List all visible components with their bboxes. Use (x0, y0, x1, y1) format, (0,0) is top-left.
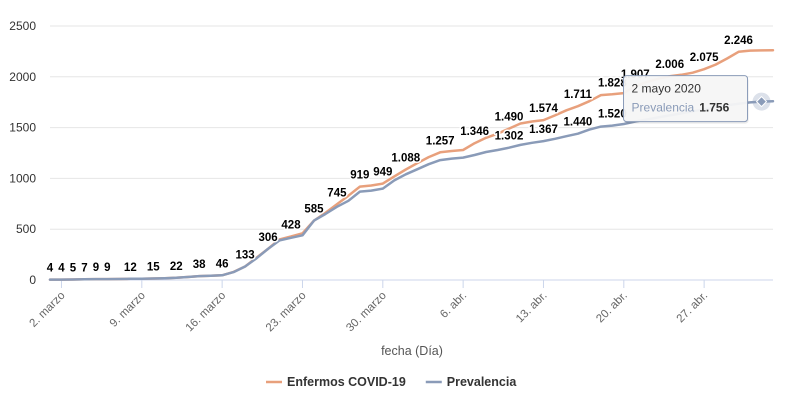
data-label: 5 (70, 262, 77, 274)
x-tick-label: 13. abr. (514, 290, 550, 326)
data-label: 133 (236, 249, 255, 261)
data-label: 12 (124, 262, 137, 274)
x-axis-title: fecha (Día) (381, 344, 443, 358)
data-label: 22 (170, 261, 183, 273)
y-tick-label: 2000 (9, 70, 36, 84)
legend-item-enfermos[interactable]: Enfermos COVID-19 (266, 375, 406, 389)
data-label: 1.520 (598, 109, 627, 121)
data-label: 9 (104, 262, 110, 274)
data-label: 1.574 (529, 103, 558, 115)
data-label: 1.257 (426, 135, 455, 147)
x-axis: 2. marzo 9. marzo 16. marzo 23. marzo 30. ma… (27, 280, 710, 334)
data-label: 1.711 (564, 89, 593, 101)
data-label: 38 (193, 259, 206, 271)
data-label: 919 (350, 170, 369, 182)
x-tick-label: 2. marzo (27, 290, 67, 330)
data-label: 585 (304, 204, 324, 216)
legend-label: Prevalencia (447, 375, 518, 389)
data-label: 949 (373, 167, 392, 179)
data-label: 2.075 (690, 52, 719, 64)
data-label: 306 (258, 232, 277, 244)
legend-item-prevalencia[interactable]: Prevalencia (425, 375, 518, 389)
data-label: 745 (327, 187, 347, 199)
x-tick-label: 9. marzo (108, 290, 148, 330)
tooltip-value: 1.756 (699, 101, 729, 115)
x-tick-label: 6. abr. (438, 290, 469, 321)
gridlines (50, 25, 773, 281)
data-label: 1.367 (529, 124, 558, 136)
legend-label: Enfermos COVID-19 (287, 375, 406, 389)
hover-marker (755, 95, 768, 108)
tooltip-box (623, 75, 749, 123)
data-label: 428 (281, 220, 301, 232)
y-tick-label: 1500 (9, 121, 36, 135)
data-label: 1.346 (460, 126, 489, 138)
data-label: 2.246 (724, 35, 753, 47)
x-tick-label: 27. abr. (675, 290, 711, 326)
x-tick-label: 23. marzo (264, 290, 309, 335)
data-label: 15 (147, 261, 160, 273)
y-tick-label: 2500 (9, 19, 36, 33)
y-tick-label: 1000 (9, 171, 36, 185)
data-label: 2.006 (655, 59, 684, 71)
x-tick-label: 30. marzo (344, 290, 389, 335)
y-tick-label: 0 (29, 273, 36, 287)
x-tick-label: 20. abr. (594, 290, 630, 326)
y-axis-ticks: 0 500 1000 1500 2000 2500 (9, 19, 36, 287)
data-label: 1.440 (564, 117, 593, 129)
data-label: 1.490 (495, 112, 524, 124)
legend[interactable]: Enfermos COVID-19 Prevalencia (266, 375, 517, 389)
data-label: 4 (47, 263, 54, 275)
tooltip-series-label: Prevalencia (632, 101, 695, 115)
data-label: 1.302 (495, 131, 524, 143)
data-label: 9 (93, 262, 99, 274)
tooltip-date: 2 mayo 2020 (632, 82, 702, 96)
tooltip: 2 mayo 2020 Prevalencia 1.756 (623, 75, 771, 124)
data-label: 7 (81, 262, 87, 274)
data-label: 4 (58, 263, 65, 275)
x-tick-label: 16. marzo (184, 290, 229, 335)
data-label: 46 (216, 258, 229, 270)
y-tick-label: 500 (16, 222, 36, 236)
data-label: 1.828 (598, 77, 627, 89)
data-label: 1.088 (391, 152, 420, 164)
